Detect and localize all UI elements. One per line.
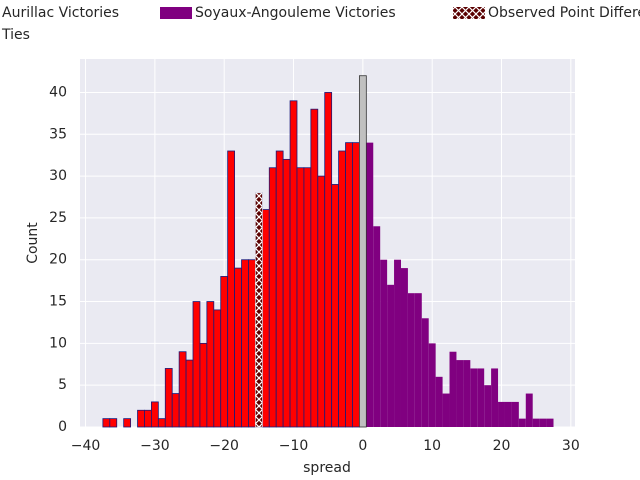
bar bbox=[151, 401, 159, 428]
x-tick-label: −40 bbox=[71, 438, 101, 454]
x-axis-label: spread bbox=[303, 460, 351, 476]
legend-swatch-hatch bbox=[453, 7, 485, 19]
bar bbox=[164, 368, 173, 428]
legend-label: Aurillac Victories bbox=[2, 5, 119, 21]
legend-label: Ties bbox=[1, 27, 30, 43]
bar bbox=[206, 301, 215, 428]
bar bbox=[484, 385, 492, 427]
y-tick-label: 15 bbox=[49, 294, 67, 310]
bar bbox=[248, 259, 256, 428]
bar bbox=[324, 92, 333, 428]
bar bbox=[289, 100, 298, 428]
y-tick-label: 25 bbox=[49, 210, 67, 226]
bar bbox=[268, 167, 277, 428]
bar bbox=[373, 226, 381, 427]
x-tick-label: 10 bbox=[423, 438, 441, 454]
bar bbox=[109, 418, 118, 428]
bar bbox=[442, 393, 450, 427]
bar bbox=[331, 184, 339, 428]
bar bbox=[199, 342, 208, 428]
bar bbox=[345, 142, 353, 428]
bar bbox=[192, 301, 201, 428]
bar bbox=[539, 418, 547, 427]
bar bbox=[317, 175, 326, 428]
bar bbox=[463, 360, 471, 427]
bar bbox=[123, 418, 132, 428]
bar-hatch bbox=[255, 192, 263, 428]
bar bbox=[296, 167, 305, 428]
x-tick-label: −20 bbox=[209, 438, 239, 454]
x-tick-label: 0 bbox=[358, 438, 367, 454]
bar bbox=[303, 167, 312, 428]
legend-label: Observed Point Difference bbox=[488, 5, 640, 21]
y-axis-label: Count bbox=[25, 222, 41, 264]
bar bbox=[400, 268, 408, 427]
bar bbox=[477, 368, 485, 427]
bar bbox=[407, 293, 415, 427]
x-tick-label: −10 bbox=[279, 438, 309, 454]
y-tick-label: 35 bbox=[49, 126, 67, 142]
bar bbox=[171, 393, 180, 428]
x-tick-label: 20 bbox=[493, 438, 511, 454]
bar bbox=[185, 359, 194, 428]
bar bbox=[498, 401, 505, 427]
bar bbox=[491, 368, 499, 427]
bar bbox=[137, 409, 145, 428]
y-tick-label: 5 bbox=[58, 377, 67, 393]
bar bbox=[241, 259, 249, 428]
x-tick-label: −30 bbox=[140, 438, 170, 454]
bar bbox=[178, 351, 187, 428]
bar bbox=[504, 401, 512, 427]
bar bbox=[470, 368, 478, 427]
y-tick-label: 0 bbox=[58, 419, 67, 435]
bar bbox=[380, 259, 388, 427]
bar bbox=[546, 418, 554, 427]
x-tick-label: 30 bbox=[562, 438, 580, 454]
bar bbox=[449, 351, 457, 427]
bar bbox=[358, 75, 367, 428]
bar bbox=[220, 276, 229, 428]
bar bbox=[227, 150, 236, 428]
bar bbox=[525, 393, 533, 427]
bar bbox=[518, 418, 526, 427]
bar bbox=[213, 309, 222, 428]
bar bbox=[366, 142, 374, 428]
bar bbox=[421, 318, 429, 427]
bar bbox=[102, 418, 111, 428]
bar bbox=[144, 409, 152, 428]
bar bbox=[310, 108, 319, 428]
y-tick-label: 10 bbox=[49, 335, 67, 351]
bar bbox=[352, 142, 360, 428]
bar bbox=[282, 158, 291, 428]
bar bbox=[456, 360, 464, 427]
bar bbox=[532, 418, 540, 427]
y-tick-label: 30 bbox=[49, 168, 67, 184]
bar bbox=[428, 343, 436, 427]
bar bbox=[414, 293, 422, 427]
legend-label: Soyaux-Angouleme Victories bbox=[195, 5, 396, 21]
y-tick-label: 40 bbox=[49, 84, 67, 100]
legend-swatch bbox=[160, 7, 192, 19]
bar bbox=[394, 259, 401, 427]
bar bbox=[338, 150, 346, 428]
bar bbox=[387, 284, 395, 427]
bar bbox=[435, 376, 443, 427]
bar bbox=[511, 401, 519, 427]
bar bbox=[234, 267, 242, 428]
bar bbox=[157, 418, 166, 428]
bar bbox=[261, 209, 270, 428]
bar bbox=[275, 150, 284, 428]
y-tick-label: 20 bbox=[49, 252, 67, 268]
